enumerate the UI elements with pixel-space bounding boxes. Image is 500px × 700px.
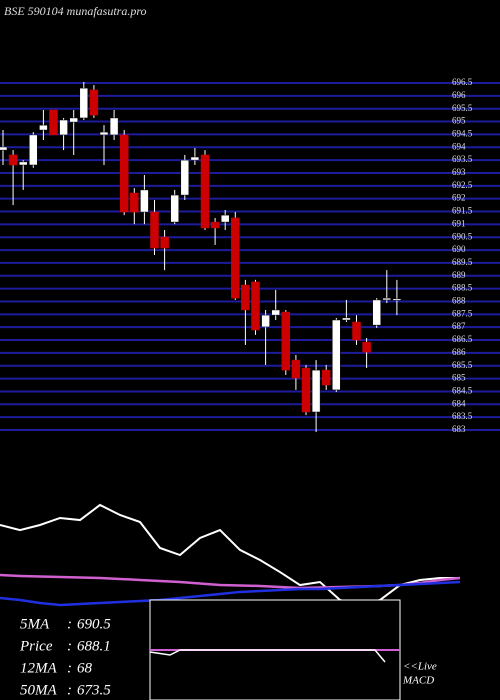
candle-body <box>190 156 200 161</box>
info-label: 12MA <box>20 660 57 676</box>
candle-body <box>170 194 179 223</box>
candle-body <box>372 299 381 326</box>
info-value: 673.5 <box>77 682 111 698</box>
y-tick-label: 686 <box>452 347 466 357</box>
candle-body <box>392 298 402 301</box>
y-tick-label: 687.5 <box>452 308 473 318</box>
candle-body <box>291 359 301 379</box>
info-sep: : <box>67 682 72 698</box>
info-sep: : <box>67 660 72 676</box>
candle-body <box>180 159 190 196</box>
candle-body <box>109 117 119 136</box>
y-tick-label: 684.5 <box>452 386 473 396</box>
live-label: <<Live <box>403 661 437 673</box>
candle-body <box>140 189 149 213</box>
y-tick-label: 696 <box>452 90 466 100</box>
candle-body <box>150 211 159 249</box>
y-tick-label: 686.5 <box>452 334 473 344</box>
candle-body <box>301 367 311 413</box>
candle-body <box>39 124 48 131</box>
y-tick-label: 689.5 <box>452 257 473 267</box>
candle-body <box>18 161 28 166</box>
info-sep: : <box>67 616 72 632</box>
y-tick-label: 688 <box>452 296 466 306</box>
y-tick-label: 689 <box>452 270 466 280</box>
y-tick-label: 691 <box>452 218 466 228</box>
candle-body <box>0 146 8 151</box>
y-tick-label: 690.5 <box>452 231 473 241</box>
y-tick-label: 683.5 <box>452 411 473 421</box>
y-tick-label: 685 <box>452 373 466 383</box>
candle-body <box>69 117 78 123</box>
candle-body <box>241 284 250 311</box>
chart-title: BSE 590104 munafasutra.pro <box>4 4 147 18</box>
y-tick-label: 687 <box>452 321 466 331</box>
candle-body <box>342 317 351 321</box>
candle-body <box>352 321 361 341</box>
candle-body <box>130 192 139 213</box>
y-tick-label: 695.5 <box>452 103 473 113</box>
info-sep: : <box>67 638 72 654</box>
candle-body <box>362 341 371 353</box>
candle-body <box>59 119 68 136</box>
candle-body <box>321 369 331 386</box>
candle-body <box>271 309 280 316</box>
candle-body <box>160 236 169 249</box>
candle-body <box>281 311 291 371</box>
y-tick-label: 683 <box>452 424 466 434</box>
candle-body <box>99 131 109 136</box>
info-value: 688.1 <box>77 638 111 654</box>
live-label: MACD <box>402 675 434 687</box>
candle-body <box>29 134 38 166</box>
candle-body <box>8 154 18 166</box>
candle-body <box>231 217 240 299</box>
y-tick-label: 694 <box>452 141 466 151</box>
y-tick-label: 696.5 <box>452 77 473 87</box>
y-tick-label: 688.5 <box>452 283 473 293</box>
y-tick-label: 684 <box>452 398 466 408</box>
info-value: 68 <box>77 660 93 676</box>
candle-body <box>89 89 99 116</box>
indicator-line <box>0 580 461 607</box>
y-tick-label: 692.5 <box>452 180 473 190</box>
y-tick-label: 693.5 <box>452 154 473 164</box>
y-tick-label: 695 <box>452 116 466 126</box>
y-tick-label: 694.5 <box>452 128 473 138</box>
info-value: 690.5 <box>77 616 111 632</box>
info-label: 50MA <box>20 682 57 698</box>
macd-line <box>149 649 386 663</box>
candle-body <box>382 297 392 301</box>
candle-body <box>210 221 220 229</box>
y-tick-label: 692 <box>452 193 466 203</box>
candle-body <box>79 87 89 119</box>
candle-body <box>332 319 341 391</box>
candle-body <box>49 109 58 136</box>
indicator-line <box>0 503 460 606</box>
info-label: 5MA <box>20 616 50 632</box>
y-tick-label: 685.5 <box>452 360 473 370</box>
candle-body <box>119 134 129 213</box>
y-tick-label: 690 <box>452 244 466 254</box>
info-label: Price <box>19 638 53 654</box>
candle-body <box>251 281 260 331</box>
candle-body <box>311 369 321 413</box>
candle-body <box>261 314 270 328</box>
y-tick-label: 693 <box>452 167 466 177</box>
candle-body <box>220 214 230 223</box>
candle-body <box>200 154 210 229</box>
y-tick-label: 691.5 <box>452 206 473 216</box>
